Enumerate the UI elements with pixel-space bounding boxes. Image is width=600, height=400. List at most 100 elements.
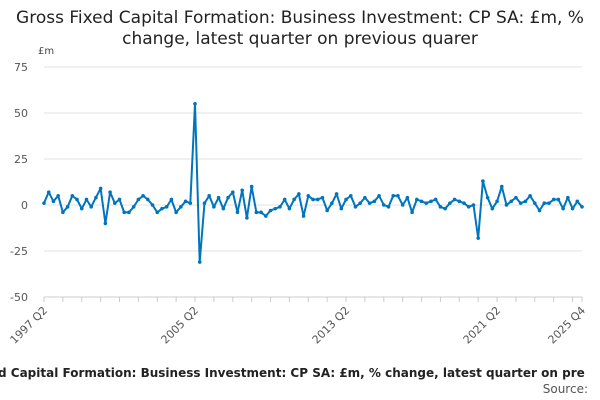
data-point [79,206,84,211]
data-point [457,199,462,204]
data-point [372,199,377,204]
footer-caption: d Capital Formation: Business Investment… [0,366,585,380]
data-point [391,194,396,198]
data-point [56,194,60,198]
data-point [410,210,414,215]
data-point [466,205,471,209]
data-point [202,201,207,205]
data-point [65,205,70,209]
data-point [433,197,438,202]
data-point [212,205,216,209]
data-point [462,201,466,205]
data-point [188,201,193,205]
data-point [70,194,75,198]
x-tick-label: 2025 Q4 [546,304,589,347]
data-point [197,260,202,264]
data-point [94,195,98,200]
x-tick-label: 2005 Q2 [159,304,202,347]
data-point [292,197,296,202]
data-point [179,205,183,209]
data-point [415,197,419,202]
data-point [259,210,263,215]
data-point [363,195,367,200]
data-point [193,102,197,106]
data-point [575,199,580,204]
data-point [561,206,565,211]
data-point [127,210,131,215]
data-point [51,199,56,204]
data-point [315,197,320,202]
data-point [98,186,103,191]
data-point [75,197,79,202]
data-point [207,194,211,198]
data-point [490,206,495,211]
data-point [235,210,240,215]
data-point [438,205,443,209]
data-point [405,195,410,200]
data-point [164,205,169,209]
data-point [230,190,235,194]
data-point [537,208,542,213]
data-point [542,201,547,205]
chart-title: Gross Fixed Capital Formation: Business … [16,8,584,49]
data-point [155,210,160,215]
data-point [108,190,112,194]
data-point [249,184,254,189]
data-point [122,210,127,215]
data-point [245,216,249,220]
data-point [117,197,122,202]
data-point [358,201,362,205]
y-tick-label: -25 [10,245,28,258]
data-point [504,203,509,207]
data-point [499,184,504,189]
y-tick-label: 75 [14,61,28,74]
data-point [46,190,51,194]
x-tick-label: 1997 Q2 [8,304,51,347]
data-point [183,199,188,204]
data-point [89,205,93,209]
y-tick-label: 50 [14,107,28,120]
data-point [518,201,523,205]
data-point [495,199,499,204]
data-point [443,206,447,211]
data-point [61,210,65,215]
y-tick-label: 25 [14,153,28,166]
data-point [419,199,424,204]
data-point [471,203,476,207]
data-point [240,188,245,193]
data-point [386,205,391,209]
data-point [112,201,117,205]
x-tick-label: 2013 Q2 [310,304,353,347]
data-point [566,195,570,200]
data-point [169,197,174,202]
data-point [141,194,145,198]
data-point [570,206,575,211]
data-point [429,199,433,204]
data-point [42,201,46,205]
data-point [400,203,405,207]
data-point [297,192,301,196]
data-point [547,201,551,205]
x-tick-label: 2021 Q2 [461,304,504,347]
data-point [221,206,226,211]
data-point [287,206,292,211]
y-tick-label: -50 [10,291,28,304]
data-point [344,197,348,202]
data-point [556,197,561,202]
data-point [514,195,518,200]
data-point [424,201,429,205]
data-point [325,208,329,213]
data-point [330,201,334,205]
data-point [226,195,230,200]
data-point [523,199,528,204]
data-point [160,206,164,211]
data-point [84,197,89,202]
data-point [551,197,556,202]
data-point [377,194,381,198]
data-point [396,194,400,198]
data-point [448,201,452,205]
data-point [174,210,178,215]
data-point [103,221,108,226]
data-point [452,197,457,202]
